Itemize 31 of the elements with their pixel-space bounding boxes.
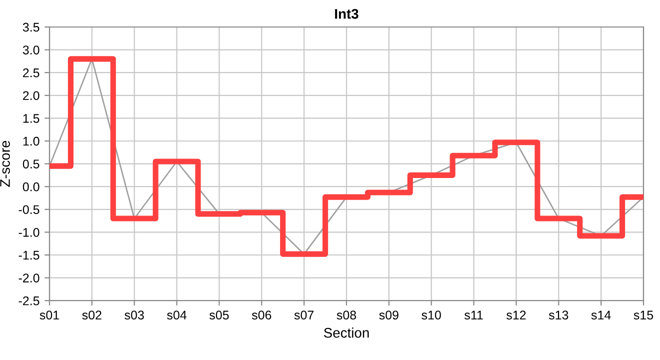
x-axis-title: Section — [324, 328, 369, 338]
x-tick-label: s10 — [422, 310, 441, 320]
y-tick-label: -2.0 — [18, 274, 40, 282]
x-tick-label: s03 — [124, 310, 144, 320]
x-tick-label: s09 — [379, 310, 398, 320]
y-tick-label: -2.5 — [18, 296, 40, 306]
y-tick-label: 0.0 — [22, 182, 40, 192]
y-tick-label: -0.5 — [18, 205, 40, 214]
x-tick-label: s11 — [464, 310, 483, 320]
x-tick-label: s13 — [548, 310, 568, 320]
y-tick-label: 3.0 — [22, 46, 40, 54]
x-tick-label: s15 — [634, 310, 654, 320]
y-axis-title: Z-score — [0, 140, 10, 187]
y-tick-label: 1.5 — [23, 114, 40, 123]
x-tick-label: s06 — [252, 310, 272, 320]
x-tick-label: s14 — [591, 310, 611, 320]
y-tick-label: -1.0 — [18, 228, 40, 237]
x-tick-label: s02 — [82, 310, 102, 320]
y-tick-label: -1.5 — [18, 250, 40, 260]
x-tick-label: s01 — [40, 310, 59, 320]
x-tick-label: s12 — [506, 310, 526, 320]
y-tick-label: 2.5 — [23, 68, 40, 78]
x-tick-label: s05 — [209, 310, 229, 320]
y-tick-label: 0.5 — [22, 160, 40, 168]
x-tick-label: s04 — [167, 310, 186, 320]
x-tick-label: s08 — [336, 310, 356, 320]
y-tick-label: 2.0 — [23, 91, 40, 100]
chart-title: Int3 — [335, 8, 358, 19]
y-tick-label: 3.5 — [22, 22, 40, 32]
y-tick-label: 1.0 — [23, 136, 40, 146]
x-tick-label: s07 — [294, 310, 314, 320]
